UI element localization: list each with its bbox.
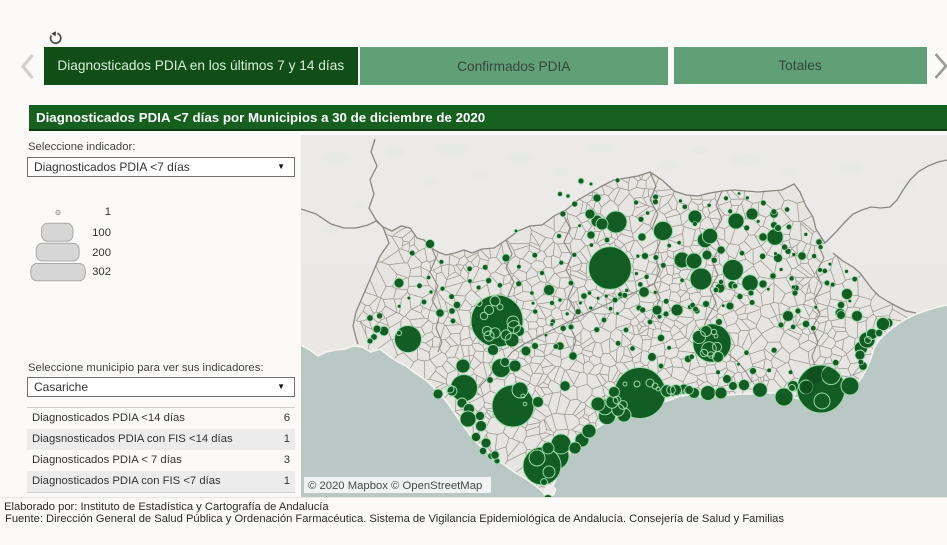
- svg-text:© 2020 Mapbox © OpenStreetMap: © 2020 Mapbox © OpenStreetMap: [308, 480, 482, 492]
